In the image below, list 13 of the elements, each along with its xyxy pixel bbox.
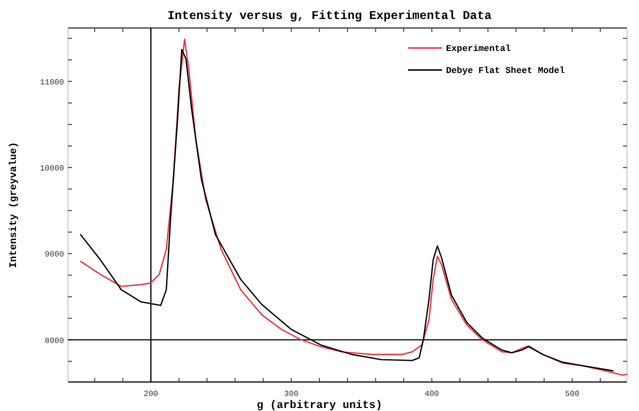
legend-label: Experimental — [446, 44, 512, 54]
y-tick-label: 9000 — [44, 250, 64, 260]
y-tick-label: 8000 — [44, 336, 64, 346]
legend-label: Debye Flat Sheet Model — [446, 66, 566, 76]
chart-title: Intensity versus g, Fitting Experimental Data — [167, 9, 492, 23]
x-tick-label: 300 — [284, 390, 299, 399]
y-axis-title: Intensity (greyvalue) — [8, 142, 20, 268]
x-axis-title: g (arbitrary units) — [256, 400, 382, 411]
x-tick-label: 200 — [144, 390, 158, 399]
x-tick-label: 400 — [424, 390, 440, 399]
y-tick-label: 11000 — [40, 78, 64, 88]
y-tick-label: 10000 — [40, 164, 64, 174]
x-tick-label: 500 — [565, 390, 580, 399]
